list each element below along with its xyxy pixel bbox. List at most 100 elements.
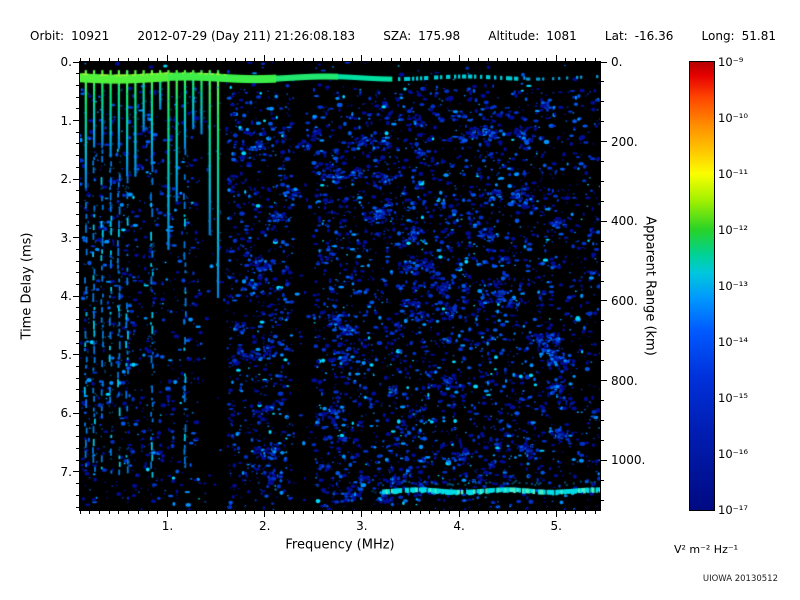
y-tick-label: 2. — [60, 172, 72, 187]
colorbar-tick-label: 10⁻⁹ — [718, 55, 744, 69]
header-field: Orbit: 10921 — [30, 29, 109, 43]
tick-mark — [128, 58, 130, 61]
tick-mark — [215, 58, 217, 61]
tick-mark — [76, 272, 79, 274]
tick-mark — [400, 511, 402, 514]
tick-mark — [76, 483, 79, 485]
tick-mark — [76, 96, 79, 98]
tick-mark — [312, 58, 314, 61]
tick-mark — [601, 180, 604, 182]
tick-mark — [458, 511, 460, 517]
tick-mark — [601, 141, 607, 143]
y-tick-label: 5. — [60, 347, 72, 362]
tick-mark — [516, 511, 518, 514]
tick-mark — [76, 73, 79, 75]
tick-mark — [76, 260, 79, 262]
y-tick-label: 3. — [60, 230, 72, 245]
tick-mark — [601, 439, 604, 441]
tick-mark — [76, 213, 79, 215]
tick-mark — [409, 58, 411, 61]
tick-mark — [73, 412, 79, 414]
header-field-label: Orbit: — [30, 29, 65, 43]
tick-mark — [341, 58, 343, 61]
tick-mark — [371, 511, 373, 514]
tick-mark — [73, 295, 79, 297]
tick-mark — [76, 319, 79, 321]
spectrogram-plot — [79, 61, 601, 511]
tick-mark — [351, 58, 353, 61]
tick-mark — [137, 58, 139, 61]
tick-mark — [244, 58, 246, 61]
tick-mark — [73, 120, 79, 122]
colorbar-gradient — [690, 62, 714, 510]
x-tick-label: 5. — [550, 519, 562, 533]
tick-mark — [76, 366, 79, 368]
tick-mark — [196, 58, 198, 61]
tick-mark — [601, 81, 604, 83]
x-tick-label: 3. — [356, 519, 368, 533]
tick-mark — [601, 380, 607, 382]
tick-mark — [601, 240, 604, 242]
colorbar-tick-label: 10⁻¹⁶ — [718, 447, 748, 461]
header-field-value: 2012-07-29 (Day 211) 21:26:08.183 — [137, 29, 356, 43]
tick-mark — [487, 511, 489, 514]
colorbar-tick-label: 10⁻¹² — [718, 223, 748, 237]
right-tick-label: 200. — [611, 134, 638, 149]
tick-mark — [594, 58, 596, 61]
tick-mark — [341, 511, 343, 514]
tick-mark — [601, 320, 604, 322]
tick-mark — [594, 511, 596, 514]
tick-mark — [601, 161, 604, 163]
tick-mark — [128, 511, 130, 514]
tick-mark — [166, 55, 168, 61]
right-tick-label: 400. — [611, 214, 638, 229]
tick-mark — [79, 511, 81, 514]
tick-mark — [555, 55, 557, 61]
tick-mark — [526, 58, 528, 61]
y-tick-label: 6. — [60, 406, 72, 421]
header-field-value: 51.81 — [741, 29, 776, 43]
y-tick-label: 1. — [60, 113, 72, 128]
right-tick-label: 0. — [611, 55, 623, 69]
y-axis-label: Time Delay (ms) — [19, 232, 35, 340]
tick-mark — [98, 511, 100, 514]
tick-mark — [76, 307, 79, 309]
tick-mark — [76, 459, 79, 461]
spectrogram-canvas — [80, 62, 600, 510]
tick-mark — [312, 511, 314, 514]
tick-mark — [73, 178, 79, 180]
tick-mark — [448, 58, 450, 61]
tick-mark — [76, 377, 79, 379]
tick-mark — [536, 511, 538, 514]
header-field: Altitude: 1081 — [488, 29, 576, 43]
tick-mark — [601, 220, 607, 222]
tick-mark — [478, 58, 479, 61]
tick-mark — [157, 511, 159, 514]
tick-mark — [76, 108, 79, 110]
tick-mark — [108, 511, 110, 514]
tick-mark — [76, 284, 79, 286]
colorbar-tick-label: 10⁻¹⁷ — [718, 503, 748, 517]
colorbar-tick-label: 10⁻¹³ — [718, 279, 748, 293]
tick-mark — [497, 58, 499, 61]
tick-mark — [176, 58, 178, 61]
header-field: Lat: -16.36 — [605, 29, 673, 43]
y-tick-label: 7. — [60, 464, 72, 479]
tick-mark — [601, 499, 604, 501]
header-field-value: 10921 — [71, 29, 110, 43]
tick-mark — [79, 58, 81, 61]
tick-mark — [76, 330, 79, 332]
tick-mark — [76, 448, 79, 449]
tick-mark — [89, 511, 91, 514]
colorbar-units: V² m⁻² Hz⁻¹ — [673, 543, 739, 556]
tick-mark — [409, 511, 411, 514]
tick-mark — [448, 511, 450, 514]
tick-mark — [76, 424, 79, 426]
tick-mark — [76, 389, 79, 391]
tick-mark — [601, 260, 604, 262]
tick-mark — [565, 58, 567, 61]
header-info: Orbit: 10921 2012-07-29 (Day 211) 21:26:08… — [30, 29, 776, 43]
tick-mark — [225, 511, 227, 514]
tick-mark — [380, 58, 382, 61]
tick-mark — [76, 342, 79, 344]
